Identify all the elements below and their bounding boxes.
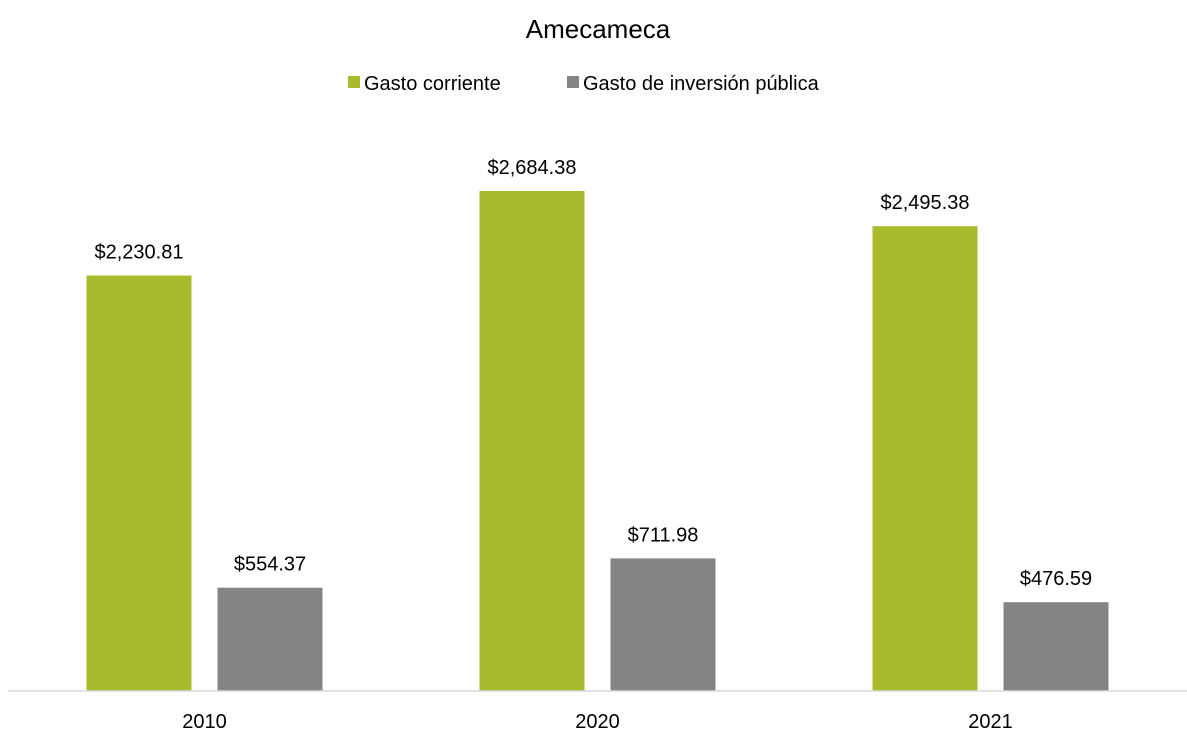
x-tick-label-2010: 2010 (182, 711, 227, 731)
bar-gasto-inversion-2010 (217, 587, 323, 691)
data-label-gasto-inversion-2010: $554.37 (234, 554, 306, 576)
data-label-gasto-corriente-2021: $2,495.38 (881, 192, 970, 214)
data-label-gasto-inversion-2020: $711.98 (628, 524, 699, 546)
legend-label-gasto-inversion: Gasto de inversión pública (583, 73, 820, 95)
bar-gasto-inversion-2021 (1003, 602, 1109, 691)
legend: Gasto corriente Gasto de inversión públi… (348, 73, 820, 95)
x-tick-label-2020: 2020 (575, 711, 620, 731)
legend-label-gasto-corriente: Gasto corriente (364, 73, 501, 95)
data-label-gasto-corriente-2020: $2,684.38 (488, 157, 577, 179)
chart-title: Amecameca (526, 14, 671, 44)
legend-swatch-gasto-inversion (567, 76, 579, 88)
x-axis-ticks: 2010 2020 2021 (182, 711, 1013, 731)
bar-gasto-corriente-2010 (86, 275, 192, 691)
legend-swatch-gasto-corriente (348, 76, 360, 88)
bar-gasto-corriente-2020 (479, 191, 585, 691)
data-label-gasto-inversion-2021: $476.59 (1020, 568, 1092, 590)
data-label-gasto-corriente-2010: $2,230.81 (95, 242, 184, 264)
plot-area: $2,230.81 $554.37 $2,684.38 $711.98 $2,495.3… (86, 157, 1109, 691)
bar-gasto-corriente-2021 (872, 226, 978, 691)
x-tick-label-2021: 2021 (968, 711, 1013, 731)
bar-gasto-inversion-2020 (610, 558, 716, 691)
